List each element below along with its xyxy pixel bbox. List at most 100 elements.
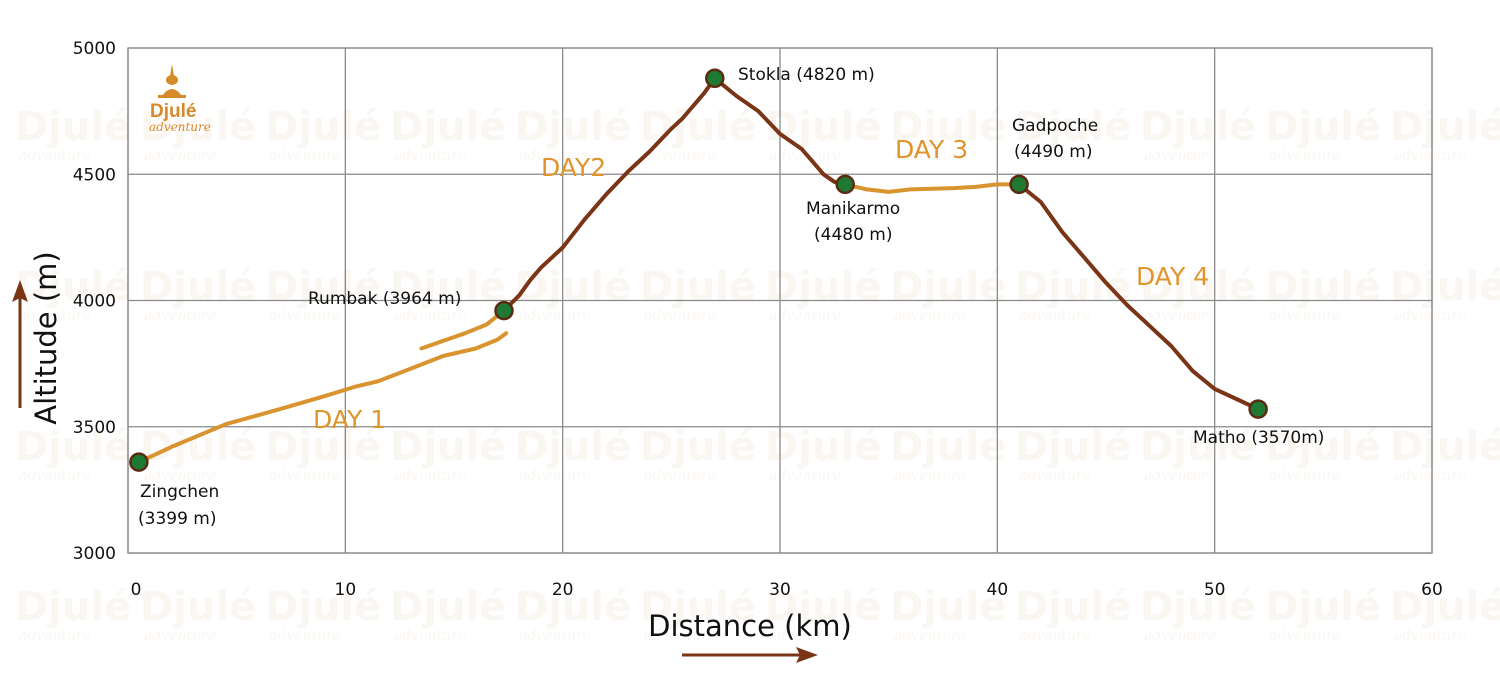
watermark-tagline: adventure bbox=[1269, 468, 1341, 484]
watermark-tagline: adventure bbox=[394, 308, 466, 324]
watermark-brand: Djulé bbox=[765, 584, 881, 630]
watermark-brand: Djulé bbox=[390, 104, 506, 150]
watermark-tagline: adventure bbox=[1269, 148, 1341, 164]
brand-watermark: DjuléadventureDjuléadventureDjuléadventu… bbox=[15, 104, 1500, 644]
watermark-tagline: adventure bbox=[519, 468, 591, 484]
watermark-tagline: adventure bbox=[19, 628, 91, 644]
label-matho: Matho (3570m) bbox=[1193, 428, 1324, 448]
route-segment bbox=[136, 331, 509, 465]
watermark-tagline: adventure bbox=[1394, 468, 1466, 484]
waypoint-markers bbox=[129, 68, 1268, 472]
waypoint-labels: Zingchen (3399 m) Rumbak (3964 m) Stokla… bbox=[138, 65, 1324, 529]
y-axis-title: Altitude (m) bbox=[29, 251, 63, 424]
watermark-brand: Djulé bbox=[1015, 584, 1131, 630]
watermark-tagline: adventure bbox=[644, 468, 716, 484]
label-zingchen-alt: (3399 m) bbox=[138, 509, 217, 529]
watermark-tagline: adventure bbox=[644, 148, 716, 164]
watermark-brand: Djulé bbox=[140, 264, 256, 310]
route-segment bbox=[1017, 182, 1261, 412]
label-rumbak: Rumbak (3964 m) bbox=[308, 289, 461, 309]
watermark-tagline: adventure bbox=[519, 148, 591, 164]
watermark-brand: Djulé bbox=[515, 584, 631, 630]
watermark-tagline: adventure bbox=[1019, 468, 1091, 484]
watermark-tagline: adventure bbox=[894, 308, 966, 324]
watermark-brand: Djulé bbox=[15, 104, 131, 150]
watermark-tagline: adventure bbox=[1394, 308, 1466, 324]
x-tick-label: 0 bbox=[131, 580, 142, 600]
brand-name: Djulé bbox=[150, 101, 196, 122]
label-zingchen: Zingchen bbox=[140, 482, 219, 502]
watermark-tagline: adventure bbox=[1144, 308, 1216, 324]
watermark-tagline: adventure bbox=[769, 148, 841, 164]
watermark-brand: Djulé bbox=[1015, 424, 1131, 470]
watermark-tagline: adventure bbox=[19, 148, 91, 164]
watermark-tagline: adventure bbox=[269, 628, 341, 644]
label-manikarmo: Manikarmo bbox=[806, 199, 900, 219]
label-gadpoche-alt: (4490 m) bbox=[1014, 142, 1093, 162]
watermark-tagline: adventure bbox=[394, 468, 466, 484]
watermark-brand: Djulé bbox=[390, 424, 506, 470]
label-manikarmo-alt: (4480 m) bbox=[814, 225, 893, 245]
watermark-brand: Djulé bbox=[140, 584, 256, 630]
watermark-brand: Djulé bbox=[890, 104, 1006, 150]
watermark-tagline: adventure bbox=[144, 148, 216, 164]
x-tick-label: 60 bbox=[1421, 580, 1443, 600]
y-direction-arrow bbox=[12, 280, 28, 408]
y-tick-label: 4500 bbox=[73, 165, 116, 185]
stupa-icon bbox=[158, 64, 186, 98]
watermark-tagline: adventure bbox=[769, 468, 841, 484]
x-direction-arrow bbox=[682, 647, 818, 663]
watermark-brand: Djulé bbox=[1390, 104, 1500, 150]
watermark-tagline: adventure bbox=[394, 628, 466, 644]
watermark-tagline: adventure bbox=[144, 628, 216, 644]
watermark-brand: Djulé bbox=[515, 104, 631, 150]
watermark-tagline: adventure bbox=[394, 148, 466, 164]
watermark-brand: Djulé bbox=[1140, 424, 1256, 470]
watermark-brand: Djulé bbox=[640, 264, 756, 310]
watermark-brand: Djulé bbox=[1390, 424, 1500, 470]
brand-logo: Djulé adventure bbox=[149, 64, 211, 134]
watermark-tagline: adventure bbox=[644, 628, 716, 644]
y-tick-label: 5000 bbox=[73, 39, 116, 59]
watermark-brand: Djulé bbox=[1265, 424, 1381, 470]
watermark-tagline: adventure bbox=[1144, 628, 1216, 644]
watermark-tagline: adventure bbox=[1019, 148, 1091, 164]
watermark-tagline: adventure bbox=[644, 308, 716, 324]
waypoint-marker bbox=[1009, 174, 1029, 195]
watermark-tagline: adventure bbox=[894, 468, 966, 484]
watermark-tagline: adventure bbox=[269, 148, 341, 164]
grid bbox=[127, 47, 1433, 554]
watermark-brand: Djulé bbox=[15, 584, 131, 630]
x-tick-label: 10 bbox=[335, 580, 357, 600]
x-axis-title: Distance (km) bbox=[648, 609, 852, 643]
watermark-tagline: adventure bbox=[1144, 148, 1216, 164]
watermark-brand: Djulé bbox=[390, 264, 506, 310]
watermark-tagline: adventure bbox=[519, 628, 591, 644]
watermark-tagline: adventure bbox=[894, 148, 966, 164]
tick-labels: 0 10 20 30 40 50 60 3000 3500 4000 4500 5000 bbox=[73, 39, 1443, 600]
watermark-brand: Djulé bbox=[515, 424, 631, 470]
watermark-brand: Djulé bbox=[1390, 584, 1500, 630]
watermark-tagline: adventure bbox=[269, 308, 341, 324]
waypoint-marker bbox=[835, 174, 855, 195]
watermark-brand: Djulé bbox=[1140, 104, 1256, 150]
watermark-brand: Djulé bbox=[890, 584, 1006, 630]
route-lines bbox=[136, 76, 1261, 465]
watermark-tagline: adventure bbox=[19, 308, 91, 324]
route-segment bbox=[843, 182, 1022, 194]
x-tick-label: 50 bbox=[1204, 580, 1226, 600]
y-tick-label: 3500 bbox=[73, 418, 116, 438]
route-segment bbox=[419, 308, 506, 351]
day-1-label: DAY 1 bbox=[313, 405, 386, 434]
waypoint-marker bbox=[129, 452, 149, 472]
watermark-tagline: adventure bbox=[1019, 308, 1091, 324]
watermark-brand: Djulé bbox=[1265, 584, 1381, 630]
watermark-brand: Djulé bbox=[890, 424, 1006, 470]
watermark-tagline: adventure bbox=[1269, 628, 1341, 644]
brand-tagline: adventure bbox=[149, 120, 211, 134]
watermark-brand: Djulé bbox=[1140, 264, 1256, 310]
waypoint-marker bbox=[705, 68, 725, 89]
watermark-tagline: adventure bbox=[894, 628, 966, 644]
watermark-tagline: adventure bbox=[519, 308, 591, 324]
